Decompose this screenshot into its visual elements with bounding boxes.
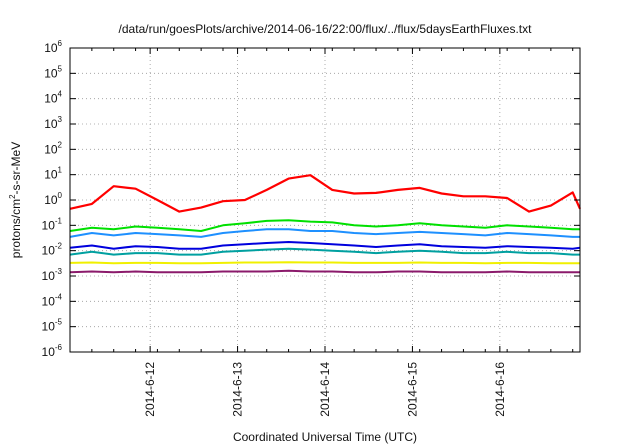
x-tick-label: 2014-6-16: [493, 362, 507, 417]
x-axis: 2014-6-12 2014-6-13 2014-6-14 2014-6-15 2014…: [69, 48, 574, 417]
y-tick-label: 10-4: [42, 292, 63, 308]
series-line: [69, 269, 580, 274]
x-tick-label: 2014-6-15: [405, 362, 419, 417]
y-tick-label: 10-3: [42, 267, 63, 283]
y-tick-label: 105: [44, 64, 62, 80]
y-axis-label: protons/cm2-s-sr-MeV: [8, 142, 23, 258]
y-axis: 10-6 10-5 10-4 10-3 10-2 10-1 100 101 102 103 104 1…: [42, 39, 580, 359]
series-lines: [69, 174, 582, 274]
y-tick-label: 10-2: [42, 242, 63, 258]
series-line: [69, 241, 581, 250]
chart-title: /data/run/goesPlots/archive/2014-06-16/2…: [119, 22, 533, 36]
y-tick-label: 10-6: [42, 343, 63, 359]
y-tick-label: 100: [44, 191, 62, 207]
x-tick-label: 2014-6-13: [231, 362, 245, 417]
y-tick-label: 102: [44, 140, 62, 156]
series-line: [69, 219, 580, 232]
y-tick-label: 104: [44, 90, 62, 106]
y-tick-label: 103: [44, 115, 62, 131]
y-tick-label: 106: [44, 39, 62, 55]
series-line: [69, 247, 580, 256]
y-tick-label: 10-5: [42, 318, 63, 334]
x-tick-label: 2014-6-14: [318, 362, 332, 417]
series-line: [69, 261, 580, 265]
x-axis-label: Coordinated Universal Time (UTC): [233, 430, 417, 444]
y-tick-label: 101: [44, 166, 62, 182]
series-line: [69, 174, 582, 213]
series-line: [69, 228, 580, 238]
x-tick-label: 2014-6-12: [143, 362, 157, 417]
grid: [70, 48, 580, 352]
y-tick-label: 10-1: [42, 216, 63, 232]
